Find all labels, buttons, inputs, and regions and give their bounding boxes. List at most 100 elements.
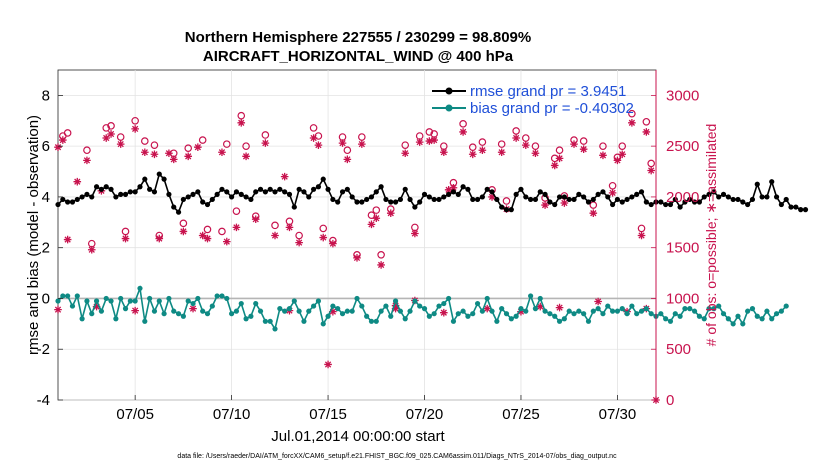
rmse-point (470, 196, 476, 203)
obs-possible-point (131, 116, 139, 125)
bias-point (248, 313, 254, 319)
rmse-point (672, 196, 678, 203)
rmse-point (190, 191, 196, 197)
bias-point (745, 308, 751, 314)
obs-assimilated-point (280, 172, 289, 181)
bias-point (446, 295, 452, 302)
obs-assimilated-point (83, 156, 91, 165)
rmse-point (306, 194, 312, 200)
obs-assimilated-point (131, 306, 139, 315)
rmse-point (368, 194, 375, 200)
rmse-point (233, 189, 240, 195)
bias-point (180, 313, 186, 319)
obs-assimilated-point (391, 301, 400, 310)
rmse-point (137, 184, 143, 190)
rmse-point (175, 209, 182, 215)
bias-point (470, 311, 476, 317)
rmse-point (552, 201, 558, 208)
rmse-point (171, 204, 177, 210)
obs-assimilated-point (343, 155, 352, 164)
bias-point (339, 311, 346, 317)
rmse-point (706, 191, 712, 197)
obs-possible-point (628, 109, 636, 118)
obs-possible-point (618, 142, 627, 150)
rmse-point (600, 189, 606, 195)
bias-point (730, 321, 736, 327)
bias-point (137, 285, 143, 291)
bias-point (581, 311, 587, 317)
bias-point (291, 298, 297, 304)
bias-point (89, 311, 95, 317)
bias-point (359, 303, 365, 309)
bias-point (740, 321, 746, 327)
bias-point (773, 311, 780, 317)
obs-assimilated-point (449, 183, 458, 192)
rmse-point (325, 186, 331, 192)
rmse-point (55, 201, 61, 208)
rmse-point (388, 199, 394, 205)
rmse-point (754, 181, 760, 187)
rmse-point (556, 194, 563, 200)
bias-point (571, 311, 577, 317)
rmse-point (508, 207, 514, 213)
obs-possible-point (358, 133, 366, 141)
obs-possible-point (637, 224, 646, 233)
rmse-point (315, 184, 322, 190)
x-tick-label: 07/05 (116, 406, 154, 423)
obs-assimilated-point (642, 128, 651, 136)
obs-possible-point (497, 140, 506, 148)
obs-assimilated-point (329, 307, 337, 316)
rmse-point (759, 194, 765, 200)
obs-possible-point (459, 120, 467, 128)
obs-possible-point (647, 159, 655, 168)
obs-possible-point (608, 181, 617, 190)
bias-point (392, 298, 399, 304)
rmse-point (571, 196, 577, 203)
rmse-point (248, 196, 254, 203)
rmse-point (778, 201, 784, 208)
rmse-point (262, 189, 268, 195)
obs-assimilated-point (54, 305, 62, 314)
rmse-point (214, 191, 220, 197)
rmse-point (773, 194, 780, 200)
rmse-point (629, 194, 635, 200)
rmse-point (132, 189, 138, 195)
rmse-point (156, 171, 162, 177)
rmse-point (484, 186, 490, 192)
bias-point (354, 295, 360, 302)
bias-point (542, 308, 548, 314)
y-left-tick-label: -4 (37, 392, 50, 409)
obs-assimilated-point (329, 239, 337, 248)
bias-point (171, 308, 177, 314)
obs-possible-point (502, 197, 511, 205)
rmse-point (229, 194, 235, 200)
obs-assimilated-point (478, 146, 487, 155)
rmse-point (503, 207, 510, 213)
bias-point (349, 308, 355, 314)
obs-assimilated-point (194, 143, 202, 151)
bias-point (118, 295, 124, 302)
obs-assimilated-point (150, 150, 159, 159)
x-tick-label: 07/20 (406, 406, 444, 423)
obs-assimilated-point (165, 149, 173, 158)
obs-assimilated-point (358, 140, 366, 148)
rmse-point (634, 191, 640, 197)
bias-point (465, 313, 471, 319)
bias-point (151, 308, 158, 314)
bias-point (479, 308, 485, 314)
x-tick-label: 07/30 (599, 406, 637, 423)
rmse-point (79, 194, 85, 200)
bias-point (243, 316, 249, 322)
bias-point (417, 303, 423, 309)
obs-assimilated-point (251, 215, 260, 224)
bias-point (735, 313, 741, 319)
rmse-point (426, 194, 432, 200)
rmse-point (614, 196, 621, 203)
bias-point (561, 316, 567, 322)
obs-assimilated-point (184, 152, 193, 161)
rmse-point (286, 191, 293, 197)
rmse-point (436, 196, 442, 203)
rmse-point (320, 176, 326, 182)
rmse-point (209, 196, 215, 203)
rmse-point (745, 201, 751, 208)
